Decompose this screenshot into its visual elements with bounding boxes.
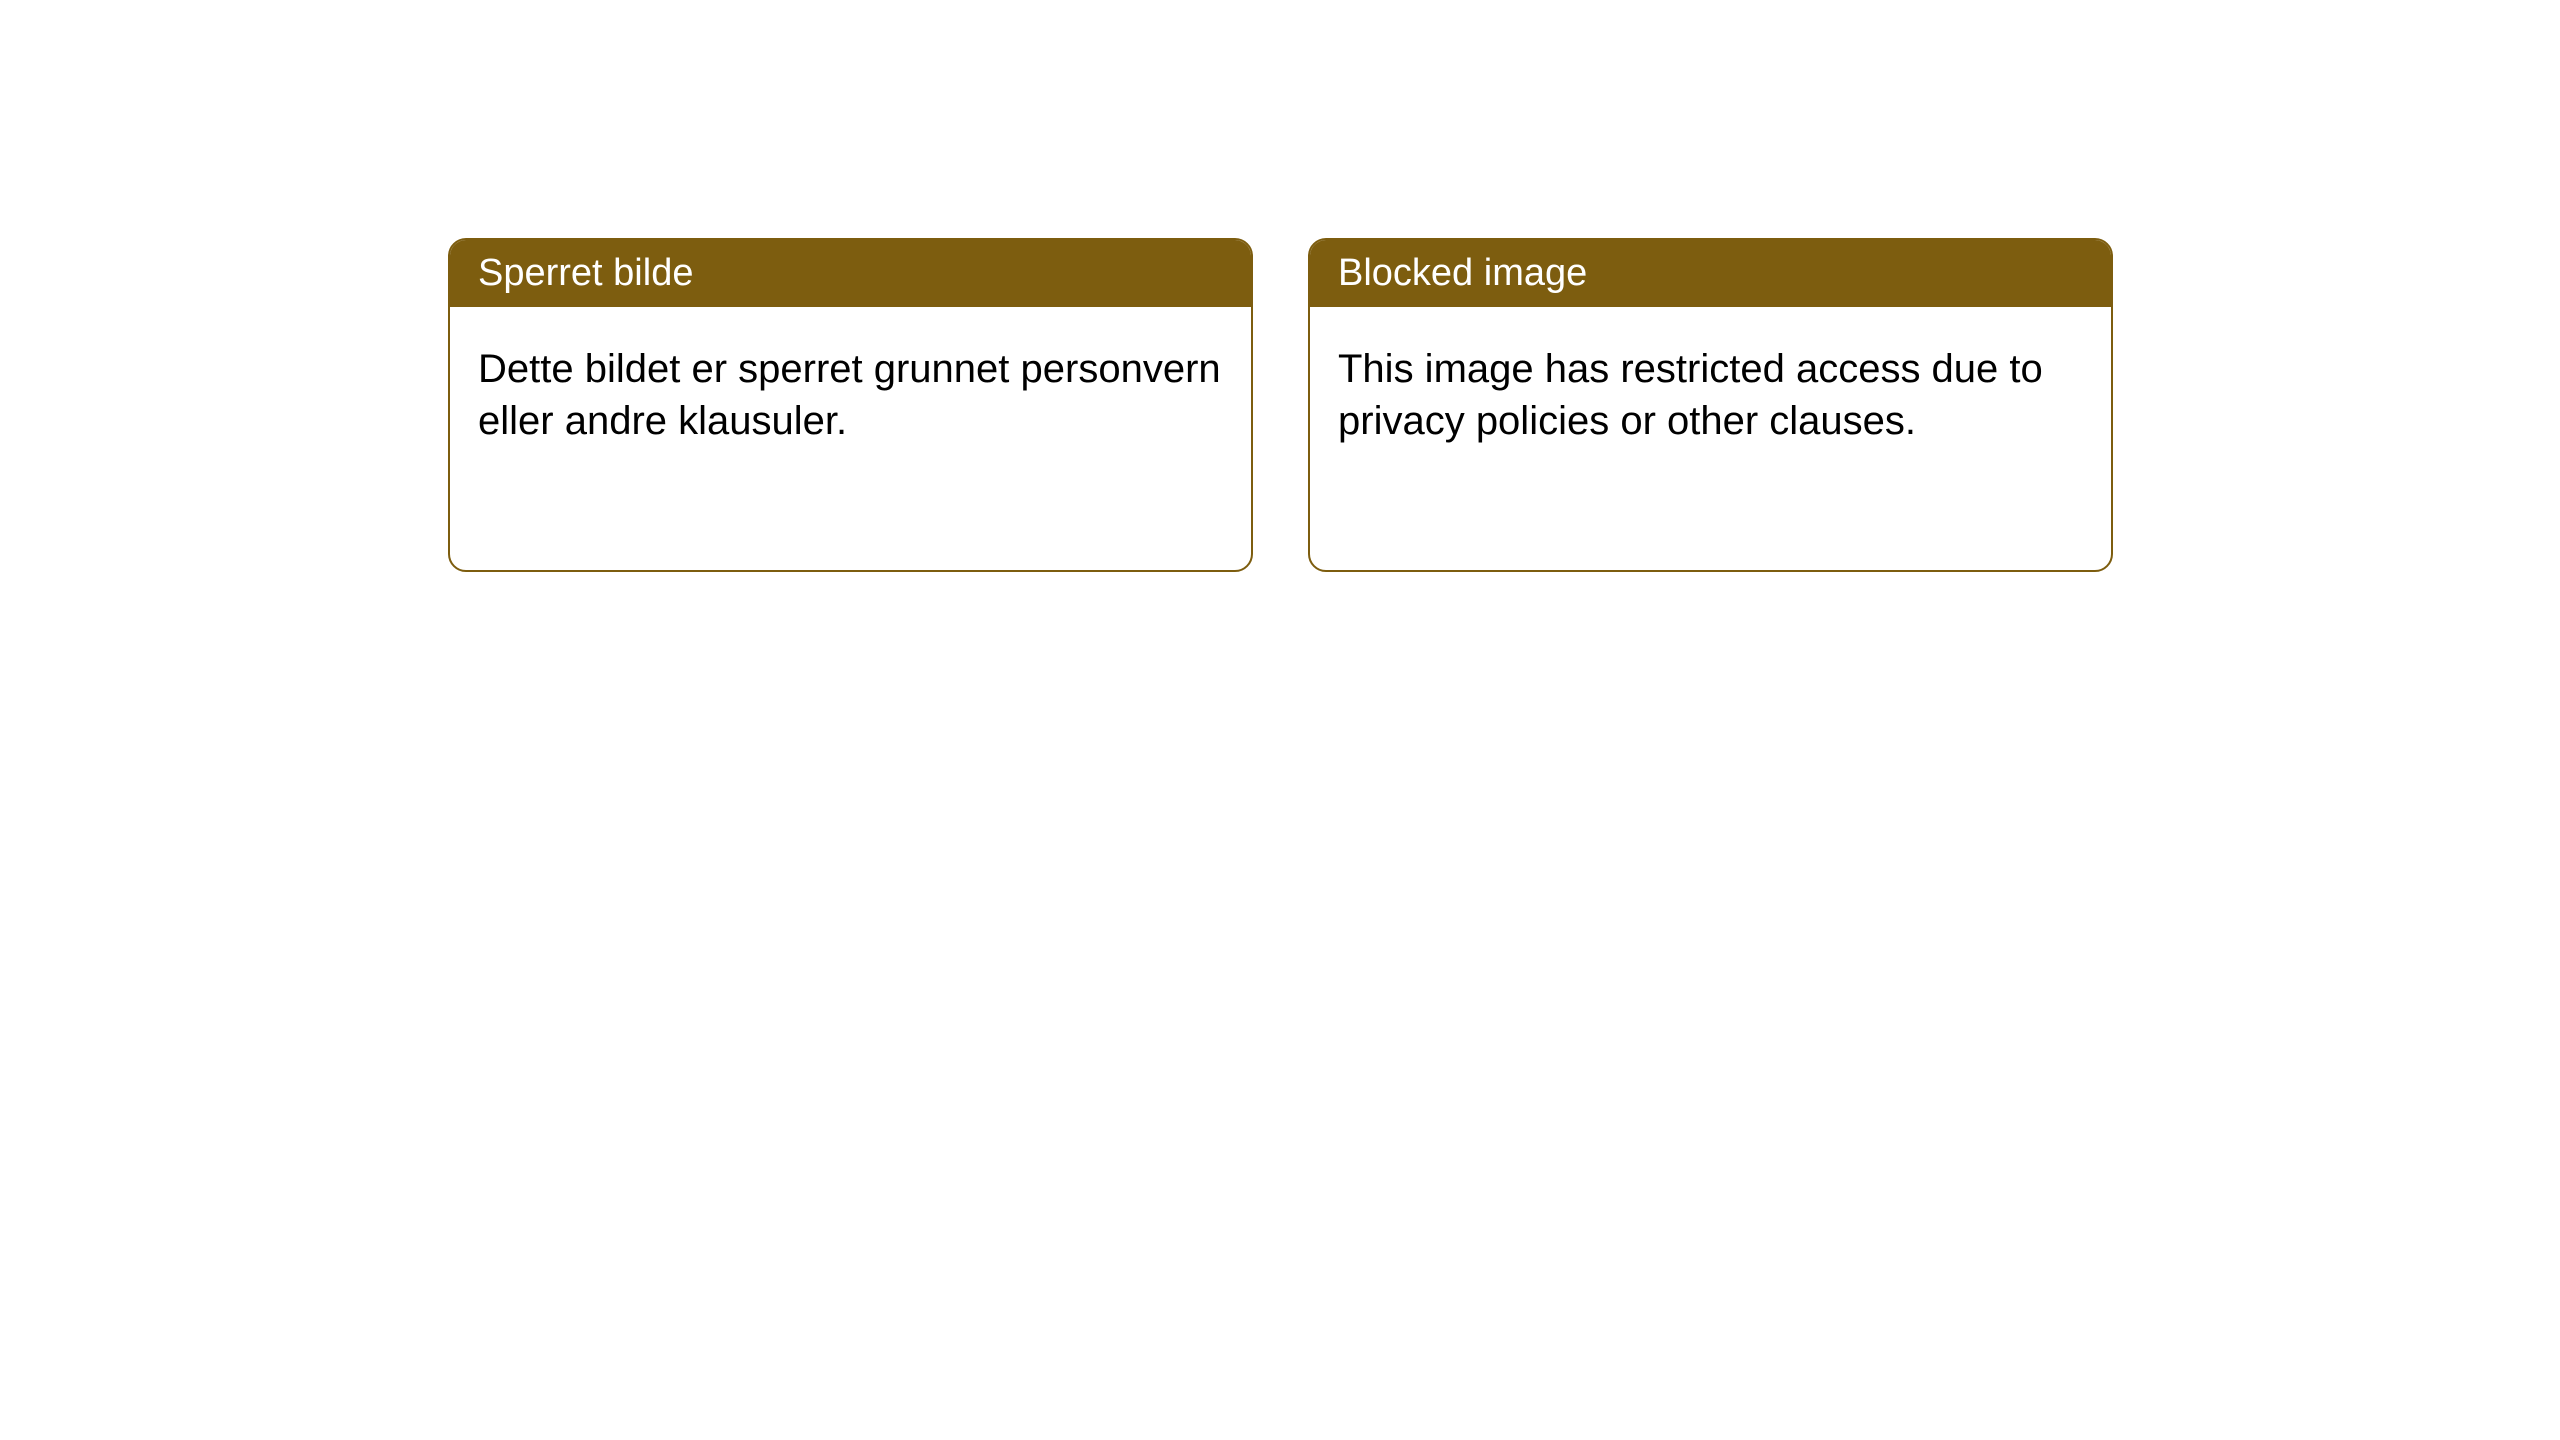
notice-text: Dette bildet er sperret grunnet personve… — [478, 347, 1221, 443]
notice-title: Sperret bilde — [478, 252, 693, 294]
notice-card-norwegian: Sperret bilde Dette bildet er sperret gr… — [448, 238, 1253, 572]
notice-card-english: Blocked image This image has restricted … — [1308, 238, 2113, 572]
notice-container: Sperret bilde Dette bildet er sperret gr… — [0, 0, 2560, 572]
notice-title: Blocked image — [1338, 252, 1587, 294]
notice-header: Blocked image — [1310, 240, 2111, 307]
notice-body: Dette bildet er sperret grunnet personve… — [450, 307, 1251, 483]
notice-body: This image has restricted access due to … — [1310, 307, 2111, 483]
notice-text: This image has restricted access due to … — [1338, 347, 2043, 443]
notice-header: Sperret bilde — [450, 240, 1251, 307]
